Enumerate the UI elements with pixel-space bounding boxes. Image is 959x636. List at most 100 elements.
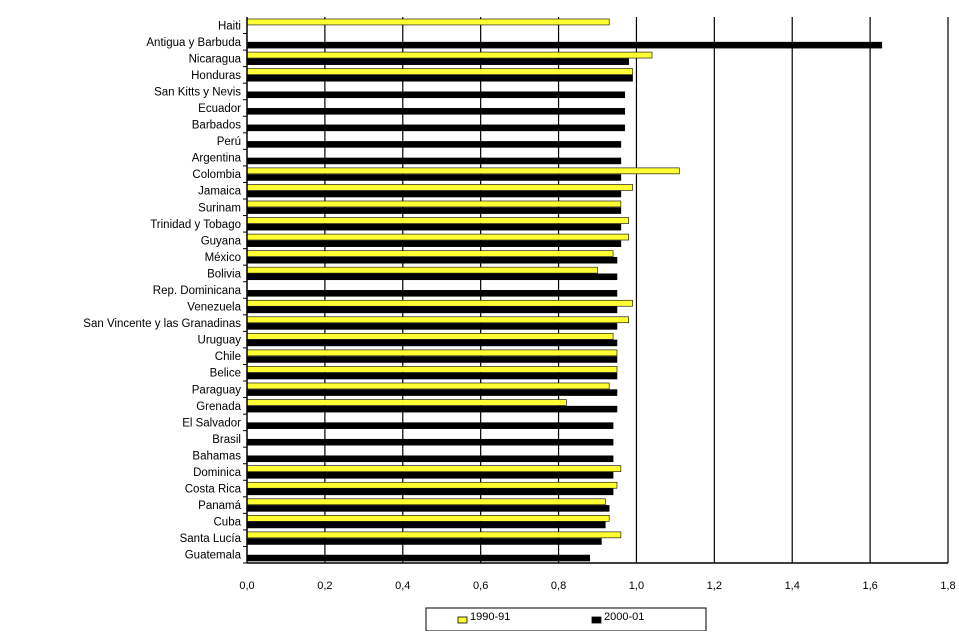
category-label: El Salvador <box>182 417 241 429</box>
bar <box>246 174 622 181</box>
bar <box>246 41 883 49</box>
category-label: Venezuela <box>187 302 241 314</box>
bar <box>246 240 622 247</box>
bar <box>246 58 629 65</box>
bar <box>246 472 614 479</box>
legend-swatch <box>591 616 602 624</box>
bar <box>246 531 622 539</box>
bar <box>246 505 610 512</box>
category-label: Guyana <box>201 235 242 247</box>
legend: 1990-91 2000-01 <box>425 607 707 632</box>
bar <box>246 356 618 363</box>
category-label: Jamaica <box>198 186 241 198</box>
bar <box>246 372 618 380</box>
bar <box>246 405 618 413</box>
bar <box>246 51 653 59</box>
bars <box>246 18 883 562</box>
category-label: Antigua y Barbuda <box>146 37 241 49</box>
bar <box>246 455 614 463</box>
bar <box>246 323 618 330</box>
bar <box>246 465 622 472</box>
bar <box>246 207 622 214</box>
category-label: Cuba <box>214 517 242 529</box>
bar <box>246 74 633 82</box>
x-tick-label: 0,2 <box>317 580 332 592</box>
bar <box>246 200 622 208</box>
bar <box>246 124 626 132</box>
bar <box>246 481 618 489</box>
bar <box>246 273 618 281</box>
legend-box <box>425 607 707 632</box>
bar <box>246 389 618 396</box>
category-label: Colombia <box>192 169 241 181</box>
category-label: San Vincente y las Granadinas <box>83 318 241 330</box>
bar <box>246 349 618 357</box>
bar <box>246 382 610 390</box>
category-label: Haiti <box>218 20 241 32</box>
x-tick-label: 0,4 <box>395 580 410 592</box>
x-tick-label: 0,0 <box>239 580 254 592</box>
category-label: Nicaragua <box>189 53 242 65</box>
bar <box>246 438 614 446</box>
bar <box>246 299 633 307</box>
legend-label: 1990-91 <box>470 611 510 623</box>
bar <box>246 250 614 257</box>
bar <box>246 290 618 297</box>
category-label: Guatemala <box>185 550 242 562</box>
category-label: Belice <box>210 368 241 380</box>
category-labels: Haiti Antigua y Barbuda Nicaragua Honduras S… <box>83 20 241 561</box>
category-label: Dominica <box>193 467 242 479</box>
bar <box>246 91 626 99</box>
bar <box>246 157 622 165</box>
x-tick-labels: 0,0 0,2 0,4 0,6 0,8 1,0 1,2 1,4 1,6 1,8 <box>239 580 955 592</box>
x-tick-label: 1,6 <box>862 580 877 592</box>
bar <box>246 521 606 529</box>
category-label: Ecuador <box>198 103 241 115</box>
category-label: Costa Rica <box>185 484 242 496</box>
category-label: Surinam <box>198 202 241 214</box>
x-tick-label: 1,8 <box>940 580 955 592</box>
bar <box>246 184 633 191</box>
category-label: Santa Lucía <box>180 533 242 545</box>
bar <box>246 18 610 26</box>
bar <box>246 141 622 148</box>
gridlines <box>324 17 949 563</box>
bar <box>246 266 598 274</box>
category-label: Brasil <box>212 434 241 446</box>
bar <box>246 306 618 314</box>
category-label: Perú <box>217 136 241 148</box>
bar <box>246 190 622 198</box>
bar <box>246 217 629 224</box>
category-label: Bolivia <box>207 268 241 280</box>
bar <box>246 167 680 175</box>
category-label: Trinidad y Tobago <box>150 219 241 231</box>
bar <box>246 223 622 231</box>
category-label: Chile <box>215 351 241 363</box>
bar <box>246 554 591 562</box>
bar <box>246 515 610 522</box>
category-label: Rep. Dominicana <box>153 285 242 297</box>
bar <box>246 498 606 506</box>
legend-label: 2000-01 <box>604 611 644 623</box>
bar <box>246 488 614 496</box>
x-tick-label: 1,2 <box>707 580 722 592</box>
category-label: Grenada <box>196 401 241 413</box>
bar <box>246 422 614 429</box>
category-label: Barbados <box>192 120 241 132</box>
bar <box>246 366 618 373</box>
x-tick-label: 1,4 <box>785 580 800 592</box>
category-label: México <box>205 252 241 264</box>
category-label: Honduras <box>191 70 241 82</box>
category-label: San Kitts y Nevis <box>154 86 241 98</box>
x-tick-label: 0,6 <box>473 580 488 592</box>
category-label: Paraguay <box>192 384 241 396</box>
bar <box>246 316 629 324</box>
bar <box>246 538 602 545</box>
bar <box>246 399 567 406</box>
legend-swatch <box>457 616 468 624</box>
bar <box>246 256 618 264</box>
category-label: Panamá <box>198 500 241 512</box>
category-label: Argentina <box>192 153 242 165</box>
